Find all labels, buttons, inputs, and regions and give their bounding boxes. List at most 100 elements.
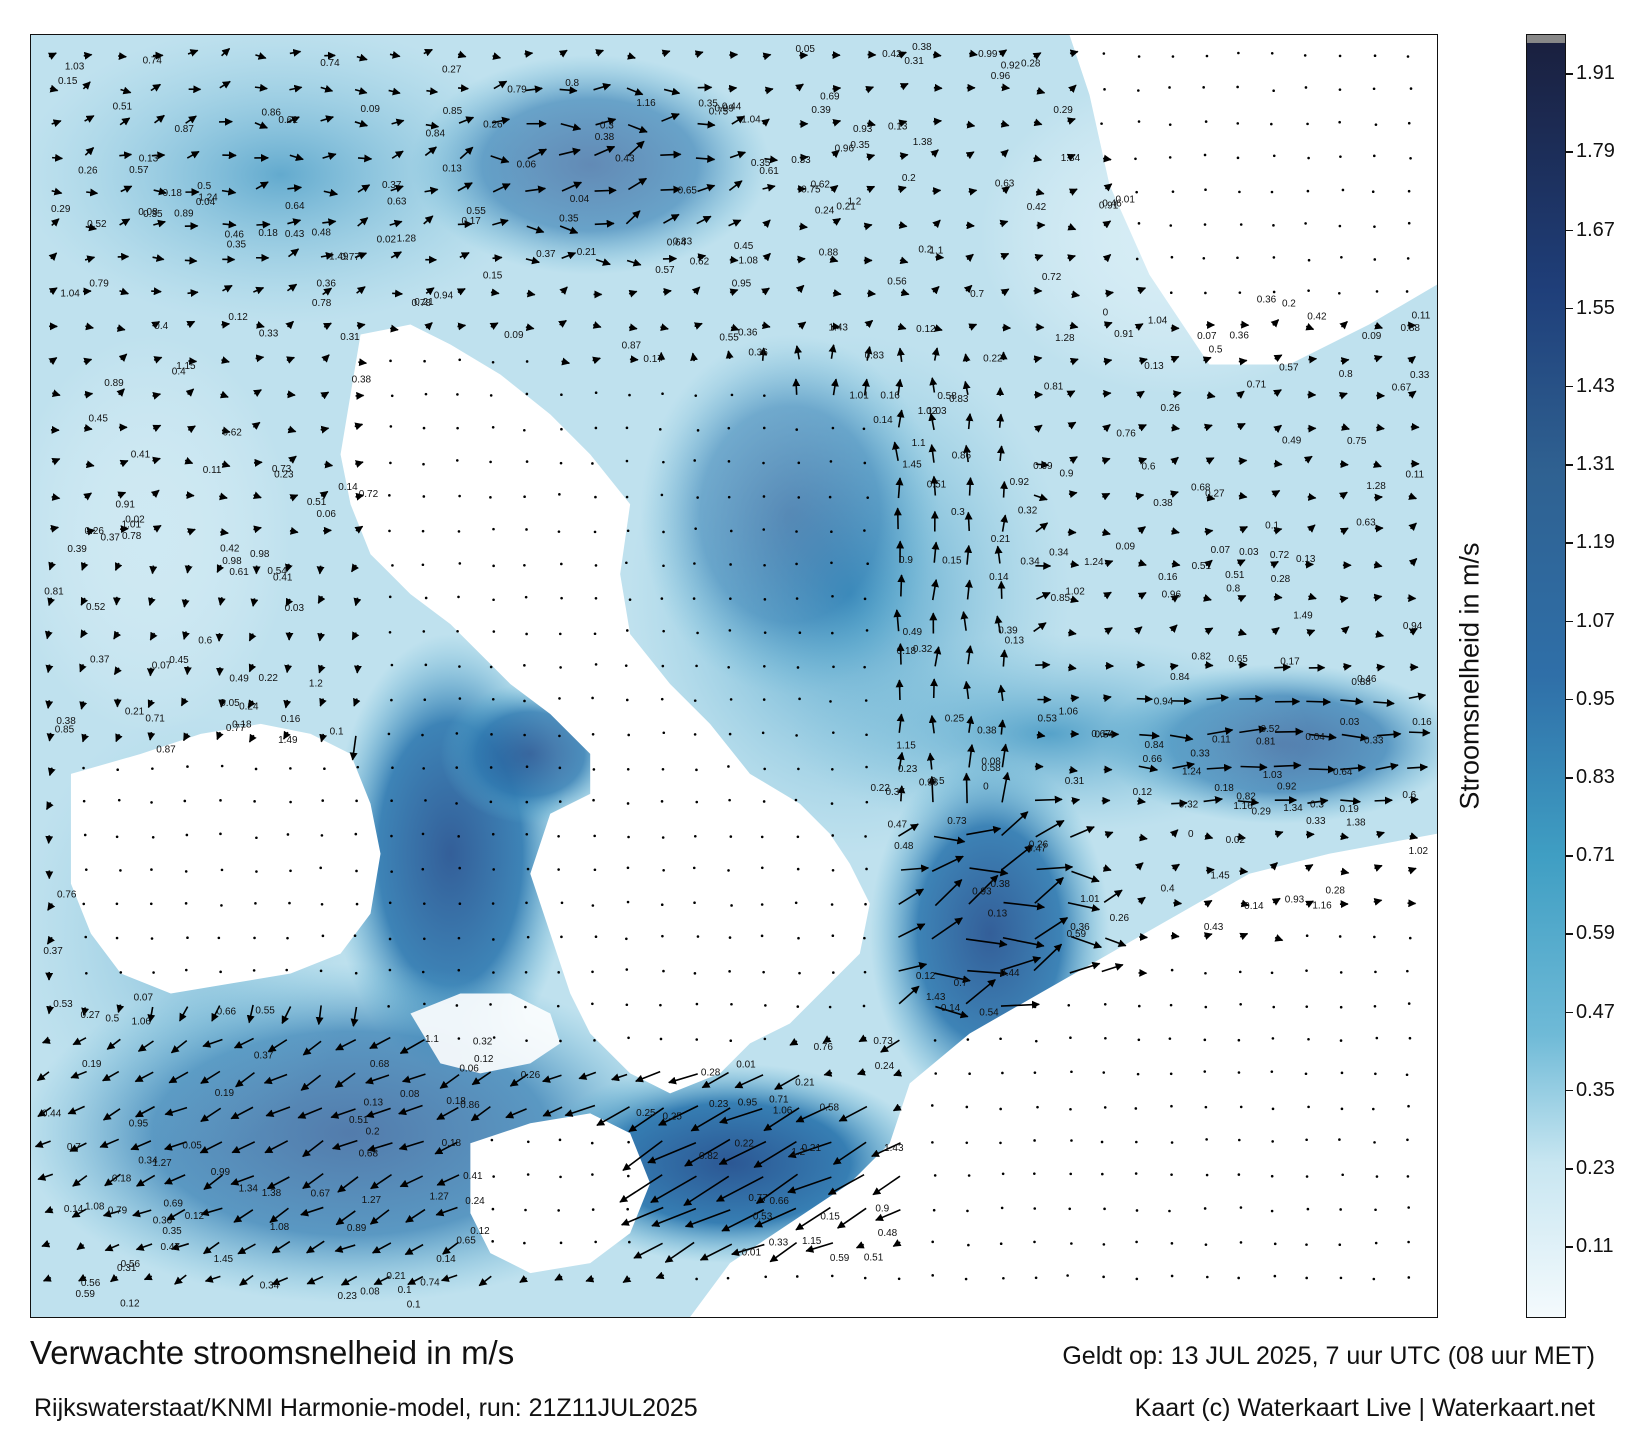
current-arrow — [626, 258, 642, 267]
grid-dot — [558, 1138, 562, 1142]
current-arrow — [525, 85, 543, 94]
current-arrow — [1002, 323, 1012, 332]
current-arrow — [792, 378, 801, 395]
speed-value-label: 0.13 — [888, 122, 908, 133]
current-arrow — [1001, 844, 1033, 871]
grid-dot — [729, 1039, 733, 1043]
speed-value-label: 0.39 — [998, 626, 1018, 637]
grid-dot — [220, 868, 224, 872]
speed-value-label: 0.82 — [1236, 791, 1256, 802]
current-arrow — [896, 643, 905, 665]
current-arrow — [1069, 49, 1079, 58]
speed-value-label: 0.88 — [819, 247, 839, 258]
grid-dot — [627, 1036, 630, 1040]
current-arrow — [1376, 663, 1386, 672]
current-arrow — [373, 1275, 391, 1286]
current-arrow — [134, 1105, 155, 1118]
grid-dot — [695, 1277, 698, 1281]
current-arrow — [102, 1209, 121, 1218]
current-arrow — [564, 1104, 596, 1117]
grid-dot — [661, 767, 665, 771]
grid-dot — [696, 496, 699, 499]
speed-value-label: 0.77 — [226, 723, 246, 734]
grid-dot — [693, 562, 696, 565]
current-arrow — [221, 460, 231, 468]
speed-value-label: 0.61 — [278, 115, 298, 126]
current-arrow — [968, 323, 978, 331]
grid-dot — [829, 700, 832, 703]
speed-value-label: 0.79 — [89, 279, 109, 290]
speed-value-label: 0.2 — [1282, 299, 1296, 310]
current-arrow — [1374, 796, 1393, 805]
current-speed-map: 0.26 0.16 0.09 0.18 0.21 0.2 0.15 0.14 0.12 0.13 0… — [30, 34, 1438, 1318]
current-arrow — [933, 835, 966, 845]
current-arrow — [728, 84, 738, 93]
current-arrow — [86, 527, 96, 536]
current-arrow — [1239, 526, 1249, 534]
current-arrow — [47, 52, 57, 60]
speed-value-label: 0.54 — [267, 566, 287, 577]
speed-value-label: 0.11 — [1212, 735, 1231, 746]
current-arrow — [595, 258, 611, 266]
current-arrow — [663, 87, 681, 96]
grid-dot — [593, 632, 597, 636]
grid-dot — [457, 936, 461, 940]
speed-value-label: 1.04 — [1148, 316, 1168, 327]
grid-dot — [594, 426, 598, 430]
speed-value-label: 1.24 — [198, 192, 218, 203]
speed-value-label: 0.7 — [67, 1142, 81, 1153]
grid-dot — [1238, 1138, 1241, 1142]
grid-dot — [1170, 1104, 1173, 1108]
speed-value-label: 0.81 — [1256, 737, 1276, 748]
speed-value-label: 1.24 — [1182, 767, 1202, 778]
current-arrow — [185, 491, 195, 500]
current-arrow — [585, 1274, 595, 1283]
speed-value-label: 0.19 — [215, 1088, 235, 1099]
current-arrow — [132, 1209, 152, 1218]
grid-dot — [591, 732, 595, 736]
current-arrow — [319, 490, 329, 499]
speed-value-label: 1.49 — [278, 735, 298, 746]
speed-value-label: 0.3 — [951, 507, 965, 518]
land-large-west — [340, 324, 870, 1094]
grid-dot — [1339, 971, 1343, 974]
grid-dot — [695, 664, 698, 668]
current-arrow — [319, 697, 327, 707]
current-arrow — [1374, 321, 1384, 330]
current-arrow — [187, 49, 199, 57]
current-arrow — [1273, 354, 1283, 363]
speed-value-label: 0.34 — [138, 1156, 158, 1167]
current-arrow — [115, 733, 123, 743]
speed-value-label: 0.41 — [273, 573, 293, 584]
grid-dot — [525, 765, 529, 769]
grid-dot — [660, 697, 664, 701]
current-arrow — [1203, 594, 1212, 602]
speed-value-label: 1.01 — [849, 391, 869, 402]
grid-dot — [253, 936, 256, 940]
grid-dot — [591, 970, 594, 974]
current-arrow — [83, 492, 93, 501]
speed-value-label: 0.23 — [338, 1291, 358, 1302]
current-arrow — [286, 390, 296, 399]
current-arrow — [423, 215, 434, 225]
current-arrow — [1001, 811, 1029, 837]
grid-dot — [798, 971, 801, 975]
current-arrow — [102, 1108, 121, 1121]
grid-dot — [1204, 1243, 1208, 1246]
current-arrow — [457, 50, 467, 59]
grid-dot — [1033, 1005, 1037, 1009]
speed-value-label: 0.03 — [1239, 547, 1259, 558]
speed-value-label: 0.63 — [1356, 517, 1376, 528]
current-arrow — [50, 218, 60, 227]
current-arrow — [489, 322, 499, 330]
current-arrow — [561, 251, 577, 260]
current-arrow — [440, 1274, 458, 1282]
speed-value-label: 0.55 — [466, 206, 486, 217]
speed-value-label: 0.12 — [916, 324, 936, 335]
current-arrow — [1000, 1000, 1040, 1009]
grid-dot — [390, 799, 393, 803]
grid-dot — [1375, 1036, 1379, 1040]
current-arrow — [81, 733, 89, 743]
current-arrow — [71, 1208, 87, 1218]
current-arrow — [965, 253, 974, 263]
